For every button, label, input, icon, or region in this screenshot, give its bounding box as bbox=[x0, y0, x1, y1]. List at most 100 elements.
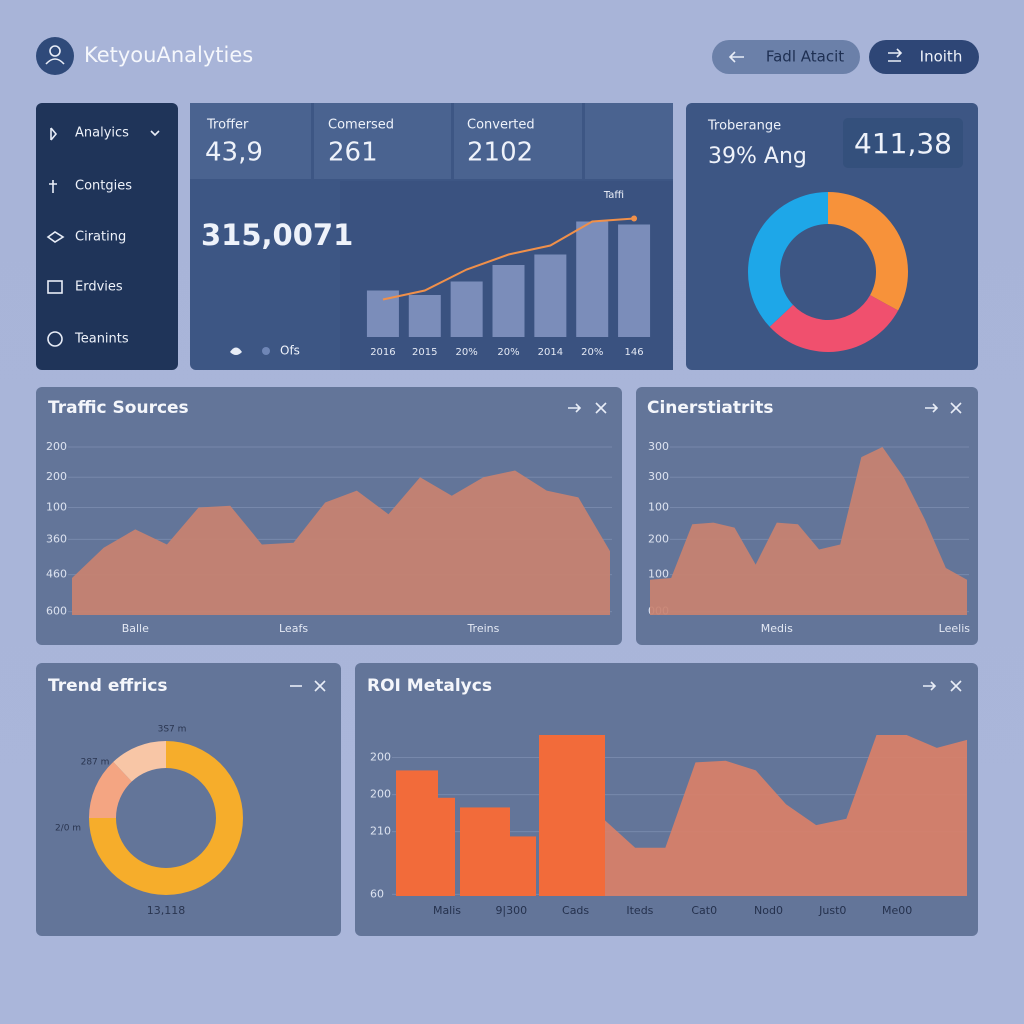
y-tick-label: 200 bbox=[648, 532, 669, 545]
x-tick-label: Just0 bbox=[818, 904, 846, 917]
stat-label: Converted bbox=[467, 118, 535, 133]
bar bbox=[366, 290, 399, 337]
nav-icon bbox=[46, 231, 65, 243]
y-tick-label: 460 bbox=[46, 568, 67, 581]
x-tick-label: Cat0 bbox=[691, 904, 717, 917]
x-tick-label: 2015 bbox=[412, 347, 437, 358]
sidebar: Analyics Contgies Cirating Erdvies Teani… bbox=[36, 103, 178, 370]
expand[interactable] bbox=[923, 681, 937, 691]
line bbox=[382, 217, 635, 301]
x-tick-label: 2014 bbox=[538, 347, 563, 358]
brand: KetyouAnalyties bbox=[84, 43, 253, 67]
panel-actions bbox=[290, 402, 962, 692]
nav-item[interactable]: Teanints bbox=[74, 332, 129, 347]
x-tick-label: Leafs bbox=[279, 622, 308, 635]
y-tick-label: 360 bbox=[46, 532, 67, 545]
logo-icon bbox=[45, 58, 65, 65]
panel-title: Trend effrics bbox=[48, 676, 168, 696]
total-label: 13,118 bbox=[147, 904, 186, 917]
x-tick-label: Malis bbox=[433, 904, 461, 917]
stat-card bbox=[190, 103, 311, 179]
nav-icon bbox=[49, 180, 57, 193]
legend-icon bbox=[230, 347, 242, 355]
stat-label: Troffer bbox=[206, 118, 249, 133]
y-tick-label: 300 bbox=[648, 440, 669, 453]
button[interactable] bbox=[712, 40, 860, 74]
nav-item[interactable]: Contgies bbox=[75, 179, 132, 194]
button-icon bbox=[888, 48, 903, 62]
y-tick-label: 200 bbox=[46, 440, 67, 453]
bar bbox=[510, 836, 536, 896]
stat-card bbox=[454, 103, 582, 179]
area bbox=[72, 470, 610, 615]
sidebar-panel bbox=[36, 103, 178, 370]
bar bbox=[539, 735, 605, 896]
bar bbox=[438, 797, 455, 896]
stat-value: 43,9 bbox=[205, 138, 263, 168]
series-label: Taffi bbox=[603, 190, 624, 201]
expand[interactable] bbox=[568, 403, 582, 413]
x-tick-label: Cads bbox=[562, 904, 589, 917]
chevron[interactable] bbox=[150, 130, 160, 137]
close[interactable] bbox=[950, 680, 962, 692]
slice-label: 2/0 m bbox=[55, 824, 81, 834]
slice-label: 287 m bbox=[81, 758, 110, 768]
button-label[interactable]: Inoith bbox=[920, 48, 963, 66]
stat-card bbox=[314, 103, 451, 179]
panel-title: ROI Metalycs bbox=[367, 676, 492, 696]
nav-icon bbox=[47, 331, 63, 347]
donut-slice bbox=[828, 192, 908, 311]
nav-item[interactable]: Cirating bbox=[75, 230, 126, 245]
bar bbox=[450, 281, 483, 337]
bar bbox=[534, 254, 567, 337]
x-tick-label: 2016 bbox=[370, 347, 395, 358]
x-tick-label: 20% bbox=[497, 347, 519, 358]
bar bbox=[576, 221, 609, 337]
y-tick-label: 200 bbox=[46, 470, 67, 483]
panel-title: Cinerstiatrits bbox=[647, 398, 773, 418]
y-tick-label: 600 bbox=[46, 605, 67, 618]
nav-item[interactable]: Erdvies bbox=[75, 280, 123, 295]
button-label[interactable]: Fadl Atacit bbox=[766, 48, 844, 66]
close[interactable] bbox=[950, 402, 962, 414]
x-tick-label: Iteds bbox=[626, 904, 653, 917]
donut-slice bbox=[89, 761, 132, 818]
x-tick-label: Treins bbox=[466, 622, 499, 635]
donut-slice bbox=[769, 295, 899, 352]
close[interactable] bbox=[314, 680, 326, 692]
bar bbox=[492, 265, 525, 337]
x-tick-label: 9|300 bbox=[495, 904, 527, 917]
x-tick-label: 20% bbox=[581, 347, 603, 358]
y-tick-label: 200 bbox=[370, 788, 391, 801]
area bbox=[605, 735, 967, 896]
donut-slice bbox=[89, 741, 243, 895]
stat-value: 261 bbox=[328, 138, 378, 168]
legend-swatch bbox=[262, 347, 270, 355]
logo-icon bbox=[49, 45, 61, 57]
stat-value: 2102 bbox=[467, 138, 533, 168]
y-tick-label: 210 bbox=[370, 825, 391, 838]
nav-icon bbox=[47, 280, 63, 294]
nav-icon bbox=[50, 127, 58, 141]
bar bbox=[618, 224, 651, 337]
total-value: 315,0071 bbox=[201, 218, 353, 252]
x-tick-label: Me00 bbox=[882, 904, 912, 917]
line-end bbox=[631, 215, 638, 222]
donut-slice bbox=[113, 741, 166, 782]
nav-item[interactable]: Analyics bbox=[75, 126, 129, 141]
expand[interactable] bbox=[925, 403, 939, 413]
y-tick-label: 100 bbox=[46, 500, 67, 513]
x-tick-label: Nod0 bbox=[754, 904, 783, 917]
badge bbox=[843, 118, 963, 168]
x-tick-label: Balle bbox=[122, 622, 149, 635]
y-tick-label: 100 bbox=[648, 568, 669, 581]
button-icon bbox=[728, 51, 744, 63]
panel-title: Traffic Sources bbox=[48, 398, 189, 418]
y-tick-label: 300 bbox=[648, 470, 669, 483]
stat-card bbox=[585, 103, 673, 179]
close[interactable] bbox=[595, 402, 607, 414]
x-tick-label: 20% bbox=[456, 347, 478, 358]
button[interactable] bbox=[869, 40, 979, 74]
donut-slice bbox=[748, 192, 828, 327]
